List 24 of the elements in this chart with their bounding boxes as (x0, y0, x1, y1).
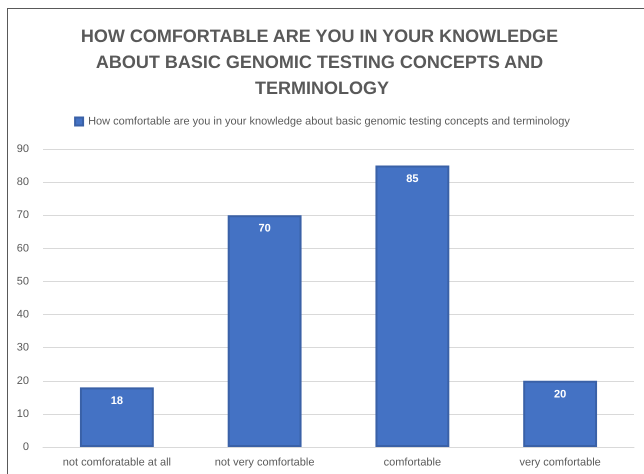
legend-label: How comfortable are you in your knowledge about basic genomic testing concepts and terminology (88, 116, 570, 128)
bar (523, 380, 598, 447)
x-tick-label: comfortable (384, 456, 442, 468)
y-tick-label: 10 (16, 408, 29, 420)
y-tick-label: 40 (16, 308, 29, 321)
y-tick-label: 80 (16, 176, 29, 188)
chart-title: HOW COMFORTABLE ARE YOU IN YOUR KNOWLEDGE ABOUT BASIC GENOMIC TESTING CONCEPTS AND TERMINOLOGY (80, 26, 564, 98)
x-tick-label: not comforatable at all (62, 456, 171, 468)
data-label: 85 (406, 173, 418, 186)
y-tick-label: 70 (16, 209, 29, 222)
bar (375, 166, 450, 447)
y-tick-label: 60 (16, 242, 29, 254)
y-tick-label: 90 (16, 143, 29, 155)
y-tick-label: 30 (16, 342, 29, 354)
data-label: 18 (110, 394, 123, 407)
data-label: 70 (258, 222, 271, 235)
bar (228, 215, 302, 447)
bar (80, 387, 154, 447)
x-tick-label: not very comfortable (214, 456, 314, 468)
x-tick-label: very comfortable (519, 456, 601, 468)
y-tick-label: 50 (16, 275, 29, 288)
y-tick-label: 0 (22, 441, 29, 453)
y-tick-label: 20 (16, 374, 29, 387)
data-label: 20 (554, 388, 566, 400)
